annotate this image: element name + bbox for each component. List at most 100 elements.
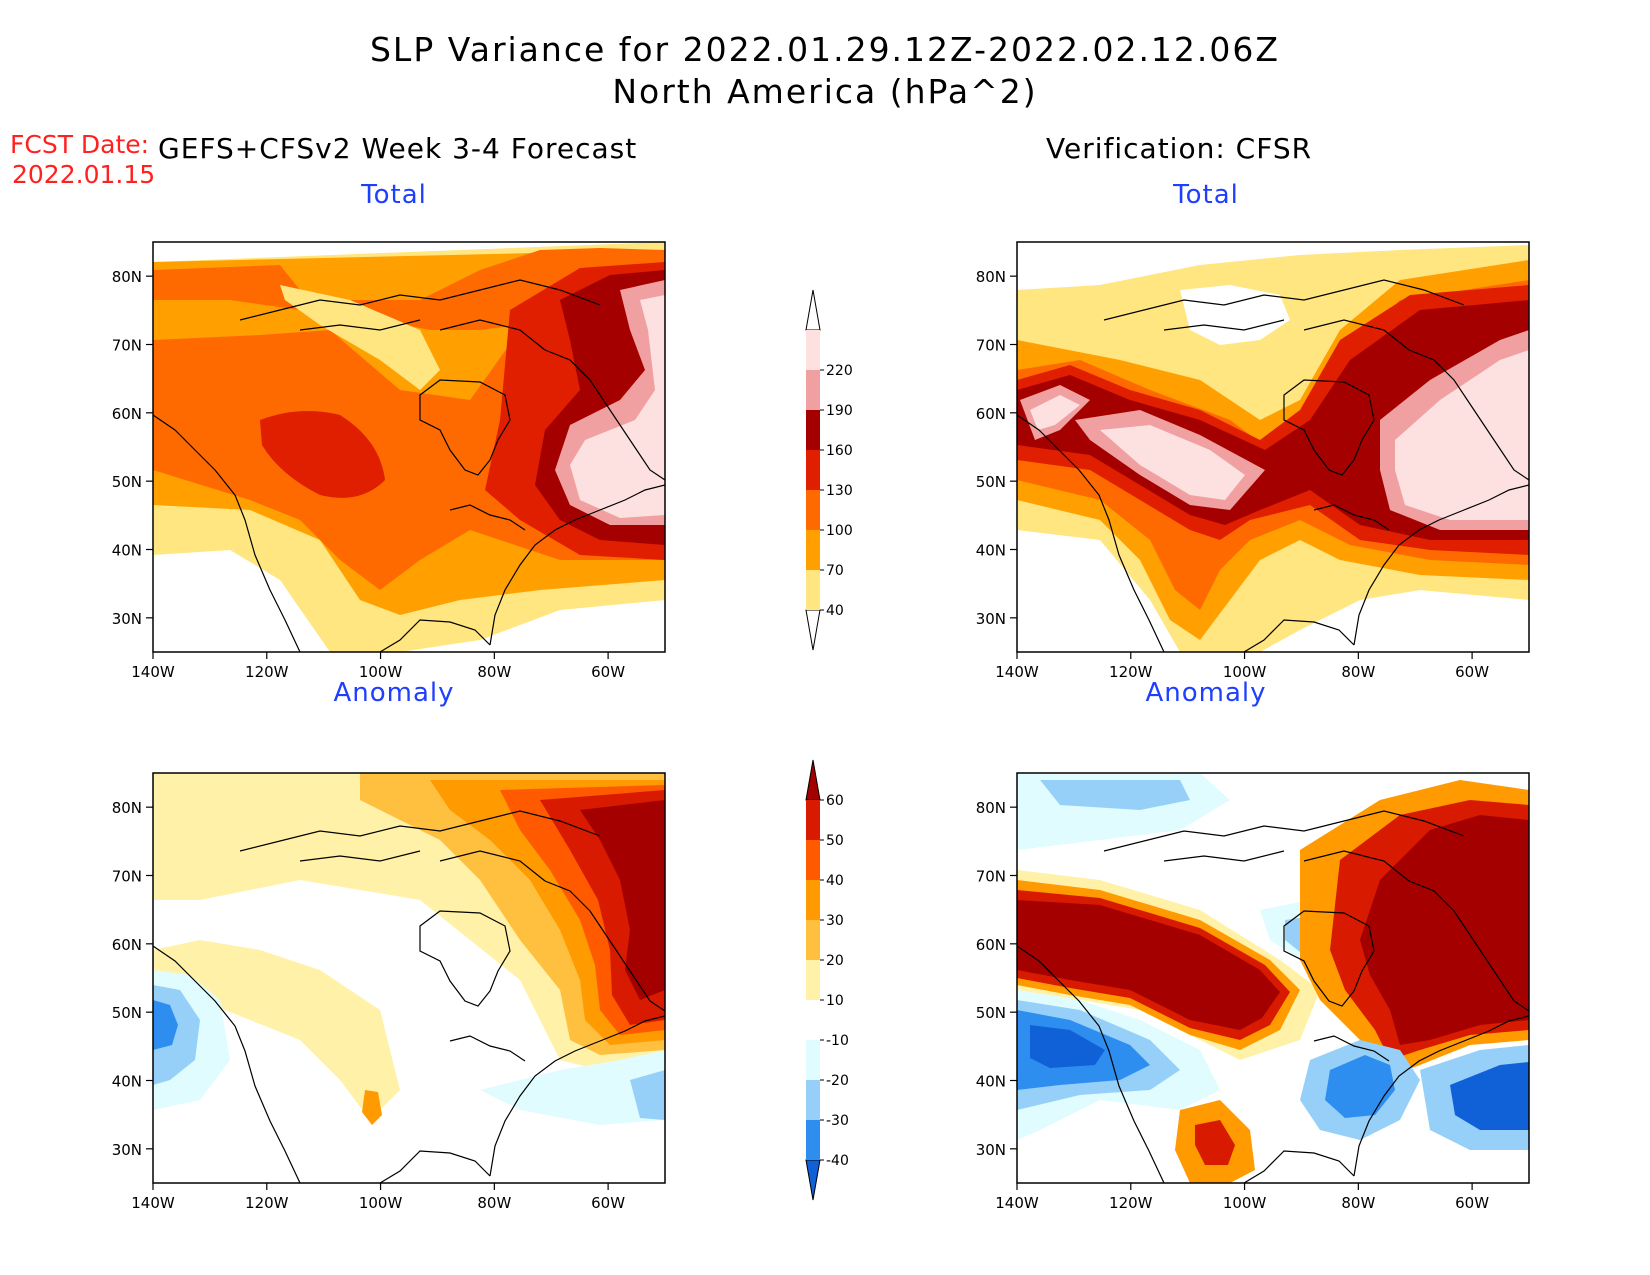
main-title: SLP Variance for 2022.01.29.12Z-2022.02.…: [369, 30, 1281, 69]
colorbar-swatch: [806, 1040, 820, 1080]
lat-tick-label: 80N: [112, 799, 142, 817]
colorbar-swatch: [806, 800, 820, 840]
labrador-coast: [544, 349, 665, 481]
labrador-coast: [544, 880, 665, 1012]
field-band-60: [1017, 900, 1280, 1030]
colorbar-top-extension: [805, 289, 821, 331]
colorbar-swatch: [806, 880, 820, 920]
field-band-neg20-east: [630, 1070, 665, 1120]
fcst-date-label: FCST Date:: [10, 130, 150, 159]
colorbar-swatch: [806, 1080, 820, 1120]
field-band-70-north: [280, 285, 440, 390]
lat-tick-label: 80N: [112, 268, 142, 286]
great-lakes: [1313, 1035, 1390, 1062]
great-lakes: [449, 504, 526, 531]
lat-tick-label: 40N: [976, 1073, 1006, 1091]
colorbar-total: 40 70 100 130 160 190 220: [805, 289, 853, 651]
fcst-date-value: 2022.01.15: [12, 160, 156, 189]
colorbar-swatch: [806, 960, 820, 1000]
field-band-neg-se-deep: [1325, 1055, 1395, 1118]
lat-tick-label: 50N: [976, 473, 1006, 491]
hudson-bay: [419, 910, 511, 1007]
coastline-west: [1017, 945, 1165, 1183]
coastline-west: [1017, 414, 1165, 652]
field-band-220: [570, 295, 665, 518]
coastline-gulf: [1243, 1150, 1355, 1183]
field-band-neg10-east: [480, 1050, 665, 1125]
colorbar-swatch: [806, 840, 820, 880]
lon-tick-label: 80W: [477, 1194, 511, 1212]
map-fcst-total: [153, 242, 665, 652]
field-band-220: [1030, 350, 1529, 520]
colorbar-swatch: [806, 410, 820, 450]
lon-tick-label: 60W: [591, 1194, 625, 1212]
lat-tick-label: 70N: [112, 868, 142, 886]
lon-tick-label: 100W: [1223, 1194, 1267, 1212]
lat-tick-label: 50N: [112, 1004, 142, 1022]
frame-fcst-anomaly: [152, 772, 666, 1184]
colorbar-label: 160: [826, 443, 853, 459]
lon-tick-label: 60W: [1455, 663, 1489, 681]
panel-title-verif-anomaly: Anomaly: [1145, 678, 1267, 708]
lat-tick-label: 60N: [976, 405, 1006, 423]
lat-tick-label: 40N: [112, 542, 142, 560]
lon-tick-label: 120W: [1109, 663, 1153, 681]
arctic-islands: [239, 810, 601, 882]
lon-tick-label: 120W: [245, 663, 289, 681]
colorbar-label: 10: [826, 993, 844, 1009]
lat-tick-label: 50N: [112, 473, 142, 491]
main-subtitle: North America (hPa^2): [612, 72, 1038, 111]
coastline-east: [1353, 484, 1529, 646]
hudson-bay: [419, 379, 511, 476]
map-verif-total: [1017, 242, 1529, 652]
colorbar-label: -20: [826, 1073, 849, 1089]
map-verif-anomaly: [1017, 773, 1529, 1183]
lat-tick-label: 40N: [112, 1073, 142, 1091]
lat-tick-label: 80N: [976, 268, 1006, 286]
field-band-neg40-west: [1030, 1025, 1105, 1068]
lat-tick-label: 40N: [976, 542, 1006, 560]
lon-tick-label: 60W: [1455, 1194, 1489, 1212]
colorbar-label: -40: [826, 1153, 849, 1169]
colorbar-top-extension: [805, 759, 821, 801]
lon-tick-label: 140W: [995, 663, 1039, 681]
arctic-islands: [1103, 810, 1465, 882]
colorbar-label: 190: [826, 403, 853, 419]
colorbar-swatch: [806, 370, 820, 410]
colorbar-anomaly: -40 -30 -20 -10 10 20 30 40 50 60: [805, 759, 849, 1201]
colorbar-swatch: [806, 450, 820, 490]
lon-tick-label: 100W: [359, 1194, 403, 1212]
coastline-east: [489, 1015, 665, 1177]
colorbar-label: 30: [826, 913, 844, 929]
colorbar-label: 60: [826, 793, 844, 809]
lat-tick-label: 60N: [976, 936, 1006, 954]
field-band-neg30-west: [153, 1000, 178, 1050]
lat-tick-label: 30N: [976, 610, 1006, 628]
lon-tick-label: 80W: [477, 663, 511, 681]
lat-tick-label: 60N: [112, 405, 142, 423]
frame-verif-total: [1016, 241, 1530, 653]
lat-tick-label: 60N: [112, 936, 142, 954]
colorbar-swatch: [806, 1120, 820, 1160]
colorbar-label: 130: [826, 483, 853, 499]
coastline-gulf: [379, 619, 491, 652]
field-band-anom-east-dark: [1360, 815, 1529, 1045]
hudson-bay: [1283, 910, 1375, 1007]
colorbar-swatch: [806, 570, 820, 610]
coastline-gulf: [1243, 619, 1355, 652]
panel-title-verif-total: Total: [1173, 180, 1239, 210]
colorbar-swatch: [806, 920, 820, 960]
lat-tick-label: 50N: [976, 1004, 1006, 1022]
colorbar-label: 100: [826, 523, 853, 539]
colorbar-swatch: [806, 490, 820, 530]
field-band-mexico-red: [1195, 1120, 1235, 1165]
labrador-coast: [1408, 349, 1529, 481]
lon-tick-label: 80W: [1341, 1194, 1375, 1212]
lon-tick-label: 100W: [359, 663, 403, 681]
coastline-west: [153, 414, 301, 652]
colorbar-label: 220: [826, 363, 853, 379]
lon-tick-label: 100W: [1223, 663, 1267, 681]
coastline-gulf: [379, 1150, 491, 1183]
lon-tick-label: 60W: [591, 663, 625, 681]
colorbar-label: -10: [826, 1033, 849, 1049]
